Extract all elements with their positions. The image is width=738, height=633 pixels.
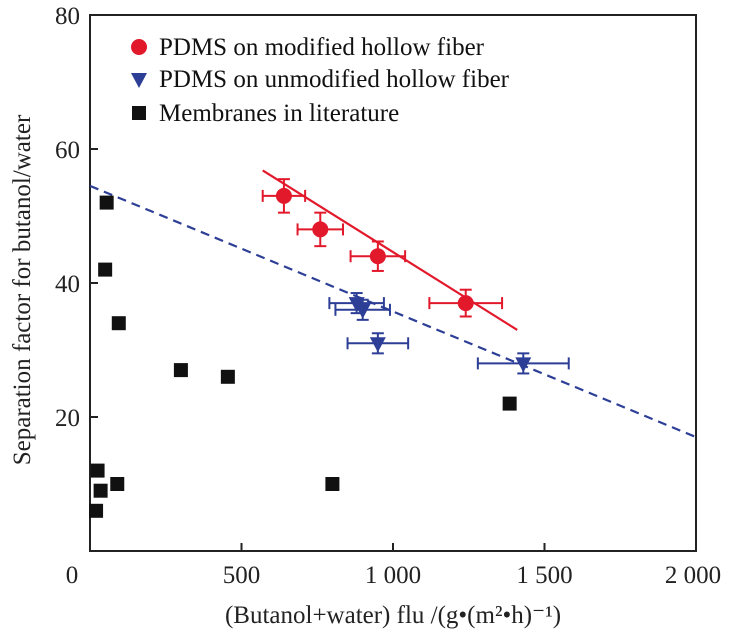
data-point-square xyxy=(93,483,108,498)
data-point-triangle xyxy=(354,303,371,319)
legend-marker-square xyxy=(132,106,146,120)
legend-marker-circle xyxy=(131,39,147,55)
data-point-square xyxy=(111,316,126,331)
data-point-square xyxy=(220,369,235,384)
legend-label: PDMS on unmodified hollow fiber xyxy=(159,66,510,93)
data-point-square xyxy=(90,463,105,478)
data-point-square xyxy=(98,262,113,277)
data-point-circle xyxy=(312,221,329,238)
x-tick-label: 2 000 xyxy=(665,562,721,589)
data-point-square xyxy=(89,503,104,518)
plot-frame xyxy=(89,14,697,552)
x-axis-title: (Butanol+water) flu /(g•(m²•h)⁻¹) xyxy=(225,602,561,629)
x-tick-label: 0 xyxy=(66,562,79,589)
legend-label: Membranes in literature xyxy=(159,100,399,127)
data-point-circle xyxy=(369,248,386,265)
data-point-square xyxy=(99,195,114,210)
x-tick-label: 1 000 xyxy=(365,562,421,589)
x-tick-label: 500 xyxy=(223,562,261,589)
y-tick-label: 40 xyxy=(55,271,80,298)
legend-label: PDMS on modified hollow fiber xyxy=(159,34,485,61)
data-point-circle xyxy=(457,295,474,312)
y-tick-label: 60 xyxy=(55,137,80,164)
y-tick-label: 20 xyxy=(55,405,80,432)
y-tick-label: 80 xyxy=(55,3,80,30)
x-tick-label: 1 500 xyxy=(516,562,572,589)
data-point-triangle xyxy=(515,357,532,373)
legend-marker-triangle xyxy=(131,73,147,88)
data-point-triangle xyxy=(369,337,386,353)
data-point-square xyxy=(502,396,517,411)
data-point-square xyxy=(325,477,340,491)
y-axis-title: Separation factor for butanol/water xyxy=(9,114,36,465)
data-point-square xyxy=(110,477,125,491)
fit-line-triangle-down xyxy=(89,184,697,439)
data-point-circle xyxy=(275,187,292,204)
data-point-square xyxy=(173,363,188,378)
